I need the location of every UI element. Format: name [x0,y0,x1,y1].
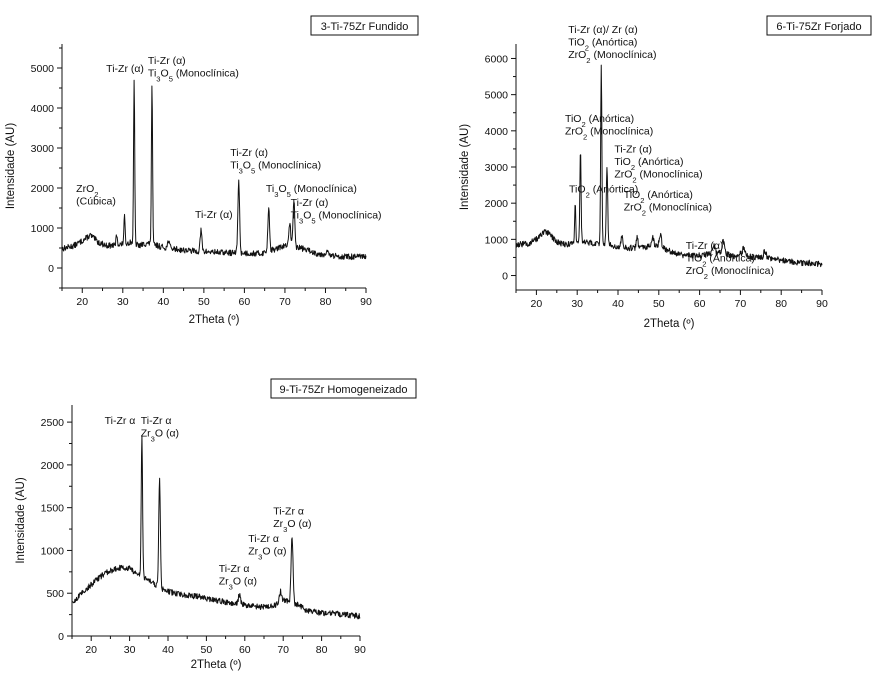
peak-annotation: Ti-Zr (α) [614,144,652,156]
y-tick-label: 2000 [31,183,55,195]
peak-annotation: ZrO2 (Monoclínica) [614,169,702,185]
peak-annotation: ZrO2 (Monoclínica) [624,201,712,217]
y-axis-label: Intensidade (AU) [15,477,27,563]
y-tick-label: 1000 [31,223,55,235]
peak-annotation: Zr3O (α) [248,545,286,561]
y-tick-label: 0 [48,263,54,275]
peak-annotation: Ti3O5 (Monoclínica) [230,160,321,176]
xrd-trace [71,435,361,620]
y-tick-label: 1500 [41,503,65,515]
x-tick-label: 30 [124,644,136,656]
peak-annotation: Ti-Zr (α) [230,147,268,159]
chart-title: 6-Ti-75Zr Forjado [776,21,861,33]
x-tick-label: 20 [531,298,543,310]
peak-annotation: TiO2 (Anórtica) [568,37,637,53]
x-tick-label: 30 [117,296,129,308]
peak-annotation: (Cúbica) [76,196,116,208]
peak-annotation: Ti-Zr (α) [291,197,329,209]
y-tick-label: 2500 [41,417,65,429]
x-tick-label: 90 [816,298,828,310]
chart-title: 9-Ti-75Zr Homogeneizado [280,384,408,396]
peak-annotation: ZrO2 (Monoclínica) [565,125,653,141]
peak-annotation: TiO2 (Anórtica) [686,252,755,268]
y-axis-label: Intensidade (AU) [5,123,17,209]
y-tick-label: 1000 [485,234,509,246]
chart-1: 20 30 40 50 60 70 80 90 0 1000 2000 3000 4000 5000 2Th… [5,15,419,326]
peak-annotation: Zr3O (α) [141,427,179,443]
peak-annotation: ZrO2 (Monoclínica) [686,265,774,281]
y-tick-label: 1000 [41,545,65,557]
x-axis-label: 2Theta (º) [191,659,242,671]
peak-annotation: TiO2 (Anórtica) [614,156,683,172]
y-tick-label: 3000 [31,143,55,155]
peak-annotation: Ti-Zr (α) [195,209,233,221]
peak-annotation: Ti-Zr α [273,506,304,518]
peak-annotation: Ti-Zr α [219,563,250,575]
peak-annotation: Ti3O5 (Monoclínica) [291,210,382,226]
chart-3: 20 30 40 50 60 70 80 90 0 500 1000 1500 2000 2500 2The… [15,378,417,671]
peak-annotation: Ti-Zr α [248,533,279,545]
y-tick-label: 3000 [485,162,509,174]
y-tick-label: 5000 [485,90,509,102]
peak-annotation: ZrO2 (Monoclínica) [568,49,656,65]
x-axis-label: 2Theta (º) [189,314,240,326]
x-tick-label: 70 [279,296,291,308]
x-tick-label: 30 [571,298,583,310]
y-tick-label: 4000 [485,126,509,138]
x-tick-label: 70 [735,298,747,310]
peak-annotation: Ti-Zr (α)/ Zr (α) [568,24,637,36]
x-tick-label: 80 [775,298,787,310]
y-tick-label: 0 [58,631,64,643]
x-tick-label: 40 [157,296,169,308]
chart-title-box [310,15,419,36]
x-tick-label: 20 [76,296,88,308]
peak-annotation: Ti-Zr (α) [148,55,186,67]
x-tick-label: 60 [694,298,706,310]
peak-annotation: Ti3O5 (Monoclínica) [148,68,239,84]
chart-title-box [766,15,872,36]
x-tick-label: 40 [162,644,174,656]
y-tick-label: 0 [502,271,508,283]
chart-title: 3-Ti-75Zr Fundido [321,21,409,33]
x-tick-label: 80 [316,644,328,656]
x-tick-label: 40 [612,298,624,310]
y-axis-label: Intensidade (AU) [459,124,471,210]
peak-annotation: Zr3O (α) [219,575,257,591]
chart-title-box [270,378,417,399]
chart-2: 20 30 40 50 60 70 80 90 0 1000 2000 3000 4000 5000 600… [459,15,872,330]
peak-annotation: TiO2 (Anórtica) [565,113,634,129]
y-tick-label: 4000 [31,103,55,115]
peak-annotation: Zr3O (α) [273,518,311,534]
x-tick-label: 50 [653,298,665,310]
peak-annotation: ZrO2 [76,183,98,199]
peak-annotation: TiO2 (Anórtica) [624,189,693,205]
peak-annotation: Ti-Zr α [141,415,172,427]
peak-annotation: Ti3O5 (Monoclínica) [266,183,357,199]
x-tick-label: 70 [277,644,289,656]
x-tick-label: 90 [360,296,372,308]
xrd-trace [515,64,823,268]
x-tick-label: 60 [239,296,251,308]
peak-annotation: Ti-Zr (α) [686,240,724,252]
x-axis-label: 2Theta (º) [644,318,695,330]
x-tick-label: 50 [198,296,210,308]
y-tick-label: 2000 [485,198,509,210]
y-tick-label: 2000 [41,460,65,472]
x-tick-label: 60 [239,644,251,656]
peak-annotation: TiO2 (Anórtica) [569,183,638,199]
xrd-trace [61,79,367,261]
peak-annotation: Ti-Zr α [105,415,136,427]
x-tick-label: 20 [85,644,97,656]
x-tick-label: 90 [354,644,366,656]
x-tick-label: 80 [320,296,332,308]
y-tick-label: 5000 [31,63,55,75]
x-tick-label: 50 [201,644,213,656]
y-tick-label: 6000 [485,53,509,65]
y-tick-label: 500 [46,588,64,600]
peak-annotation: Ti-Zr (α) [106,63,144,75]
